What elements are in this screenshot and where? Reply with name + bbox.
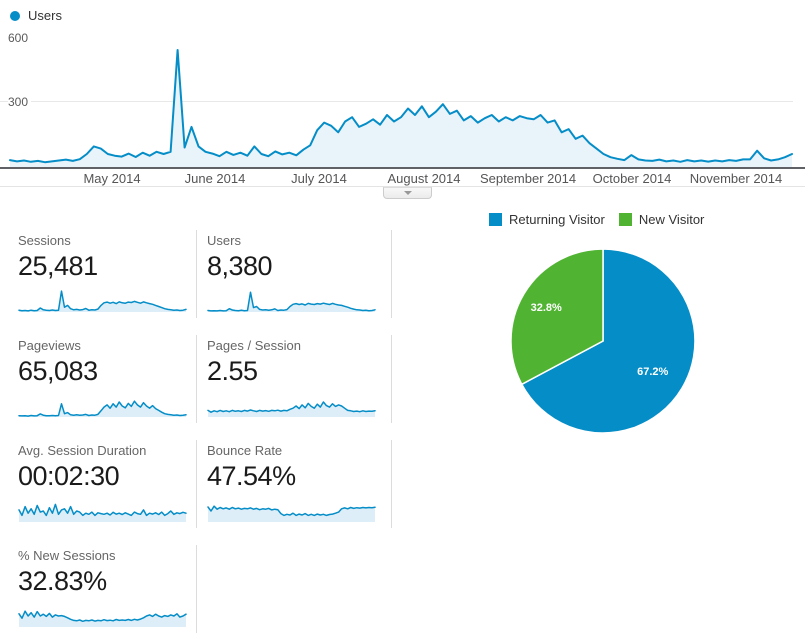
metric-value: 8,380 [207,251,273,281]
timeline-legend-label: Users [28,8,62,23]
x-label-october: October 2014 [592,171,672,186]
card-divider [196,545,197,633]
x-label-may: May 2014 [83,171,141,186]
avg-duration-sparkline[interactable] [18,497,188,524]
collapse-graph-tab[interactable] [383,187,432,199]
legend-item-returning-visitor: Returning Visitor [489,212,605,227]
x-axis-baseline [0,167,805,169]
svg-text:67.2%: 67.2% [637,366,668,378]
svg-text:32.8%: 32.8% [531,302,562,314]
timeline-legend: Users [10,8,62,23]
new-sessions-sparkline[interactable] [18,602,188,629]
card-divider [391,335,392,423]
x-label-july: July 2014 [291,171,347,186]
users-sparkline[interactable] [207,287,377,314]
section-divider [0,186,805,187]
card-divider [196,335,197,423]
returning-visitor-swatch-icon [489,213,502,226]
legend-label: Returning Visitor [509,212,605,227]
new-visitor-swatch-icon [618,213,632,226]
metric-label: Users [207,233,241,248]
metric-label: Bounce Rate [207,443,283,458]
metric-label: Sessions [18,233,71,248]
metric-card-users: Users 8,380 [207,233,379,314]
metric-card-avg-duration: Avg. Session Duration 00:02:30 [18,443,190,524]
metric-value: 32.83% [18,566,107,596]
gridline-300 [0,101,793,102]
metric-value: 47.54% [207,461,296,491]
x-label-june: June 2014 [184,171,246,186]
pie-legend: Returning Visitor New Visitor [489,212,704,227]
metric-value: 00:02:30 [18,461,120,491]
visitor-type-pie-chart[interactable]: 67.2% 32.8% [503,241,703,441]
metric-value: 2.55 [207,356,258,386]
users-series-dot-icon [10,10,20,21]
card-divider [196,440,197,528]
legend-label: New Visitor [638,212,705,227]
sessions-sparkline[interactable] [18,287,188,314]
metric-label: Avg. Session Duration [18,443,147,458]
bounce-rate-sparkline[interactable] [207,497,377,524]
metric-card-pageviews: Pageviews 65,083 [18,338,190,419]
chevron-down-icon [403,191,412,195]
y-tick-300: 300 [8,95,32,109]
legend-item-new-visitor: New Visitor [618,212,705,227]
x-label-september: September 2014 [479,171,577,186]
metric-card-pages-session: Pages / Session 2.55 [207,338,379,419]
metric-label: % New Sessions [18,548,116,563]
pages-session-sparkline[interactable] [207,392,377,419]
pageviews-sparkline[interactable] [18,392,188,419]
metric-card-bounce-rate: Bounce Rate 47.54% [207,443,379,524]
metric-value: 65,083 [18,356,98,386]
metric-card-new-sessions: % New Sessions 32.83% [18,548,190,629]
card-divider [196,230,197,318]
users-over-time-chart[interactable] [0,0,805,172]
y-tick-600: 600 [8,31,32,45]
metric-label: Pages / Session [207,338,301,353]
metric-label: Pageviews [18,338,81,353]
x-label-november: November 2014 [689,171,783,186]
x-label-august: August 2014 [387,171,461,186]
metric-card-sessions: Sessions 25,481 [18,233,190,314]
metric-value: 25,481 [18,251,98,281]
card-divider [391,440,392,528]
card-divider [391,230,392,318]
